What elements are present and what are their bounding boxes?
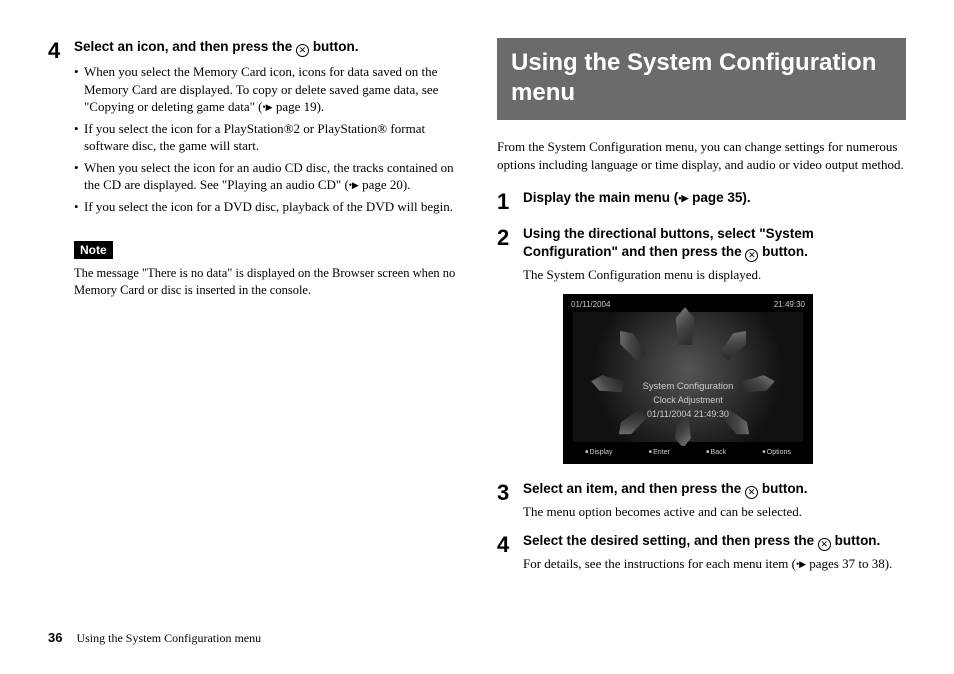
step-heading: Display the main menu (•▶ page 35). [523, 189, 906, 207]
page-footer: 36 Using the System Configuration menu [48, 630, 261, 646]
right-step-2: 2 Using the directional buttons, select … [497, 225, 906, 468]
page-ref-icon: •▶ [796, 558, 806, 570]
right-step-3: 3 Select an item, and then press the ✕ b… [497, 480, 906, 521]
bullet-item: • If you select the icon for a DVD disc,… [74, 198, 457, 216]
step-number: 1 [497, 189, 523, 213]
step-subtext: The menu option becomes active and can b… [523, 503, 906, 521]
section-intro: From the System Configuration menu, you … [497, 138, 906, 173]
step-number: 4 [497, 532, 523, 556]
bullet-item: • When you select the icon for an audio … [74, 159, 457, 194]
right-step-4: 4 Select the desired setting, and then p… [497, 532, 906, 573]
left-step-4: 4 Select an icon, and then press the ✕ b… [48, 38, 457, 219]
bullet-list: • When you select the Memory Card icon, … [74, 63, 457, 215]
note-badge: Note [74, 241, 113, 259]
step-subtext: For details, see the instructions for ea… [523, 555, 906, 573]
note-section: Note The message "There is no data" is d… [74, 223, 457, 299]
step-number: 2 [497, 225, 523, 249]
page-ref-icon: •▶ [349, 179, 359, 191]
footer-title: Using the System Configuration menu [76, 631, 261, 645]
page-number: 36 [48, 630, 62, 645]
ss-time: 21:49:30 [774, 300, 805, 309]
bullet-item: • If you select the icon for a PlayStati… [74, 120, 457, 155]
ss-value: 01/11/2004 21:49:30 [563, 408, 813, 422]
note-text: The message "There is no data" is displa… [74, 265, 457, 299]
step-number: 3 [497, 480, 523, 504]
x-button-icon: ✕ [296, 44, 309, 57]
step-heading: Using the directional buttons, select "S… [523, 225, 906, 262]
ss-button-hints: Display Enter Back Options [563, 446, 813, 459]
step-heading: Select an icon, and then press the ✕ but… [74, 38, 457, 57]
screenshot-background [573, 312, 803, 442]
right-column: Using the System Configuration menu From… [497, 38, 906, 585]
page-ref-icon: •▶ [678, 192, 688, 204]
right-step-1: 1 Display the main menu (•▶ page 35). [497, 189, 906, 213]
step-heading: Select an item, and then press the ✕ but… [523, 480, 906, 499]
page-ref-icon: •▶ [262, 101, 272, 113]
bullet-item: • When you select the Memory Card icon, … [74, 63, 457, 116]
step-number: 4 [48, 38, 74, 62]
step-heading: Select the desired setting, and then pre… [523, 532, 906, 551]
ss-date: 01/11/2004 [571, 300, 610, 309]
x-button-icon: ✕ [745, 486, 758, 499]
left-column: 4 Select an icon, and then press the ✕ b… [48, 38, 457, 585]
x-button-icon: ✕ [745, 249, 758, 262]
ss-option: Clock Adjustment [563, 394, 813, 408]
system-config-screenshot: 01/11/2004 21:49:30 System Configuration… [563, 294, 813, 464]
x-button-icon: ✕ [818, 538, 831, 551]
step-subtext: The System Configuration menu is display… [523, 266, 906, 284]
ss-title: System Configuration [563, 380, 813, 394]
section-header: Using the System Configuration menu [497, 38, 906, 120]
